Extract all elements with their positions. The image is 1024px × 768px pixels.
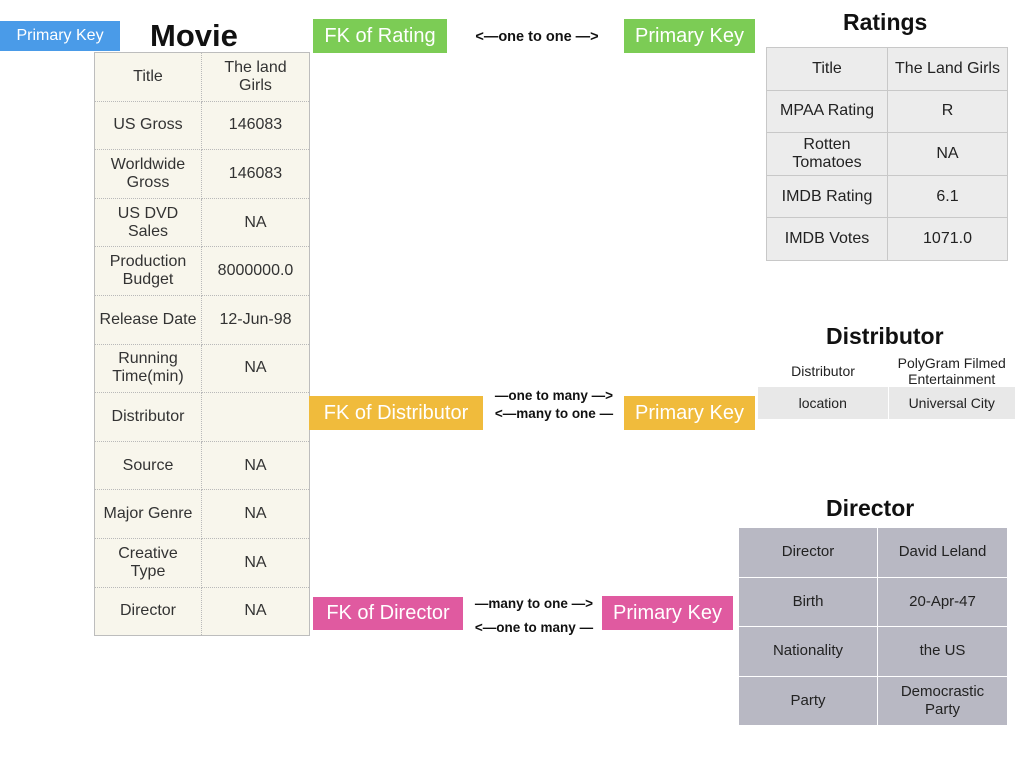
field-label: Distributor — [758, 355, 888, 387]
field-value: The Land Girls — [887, 47, 1008, 91]
field-label: Rotten Tomatoes — [766, 132, 888, 176]
table-row: Director NA — [94, 586, 310, 637]
table-row: Birth 20-Apr-47 — [738, 576, 1008, 628]
table-row: IMDB Votes 1071.0 — [766, 217, 1008, 261]
table-row: Title The Land Girls — [766, 47, 1008, 91]
table-row: MPAA Rating R — [766, 89, 1008, 134]
field-label: Title — [94, 52, 202, 102]
field-value — [201, 392, 310, 442]
distributor-relation-label-1: —one to many —> — [494, 388, 614, 403]
movie-primary-key-tag: Primary Key — [0, 21, 120, 51]
table-row: Director David Leland — [738, 527, 1008, 578]
distributor-heading: Distributor — [826, 323, 944, 349]
field-value: David Leland — [877, 527, 1008, 578]
field-value: 8000000.0 — [201, 246, 310, 296]
field-label: Director — [738, 527, 878, 578]
field-label: MPAA Rating — [766, 89, 888, 134]
table-row: location Universal City — [758, 387, 1016, 419]
director-relation-label-1: —many to one —> — [474, 596, 594, 611]
field-value: NA — [201, 489, 310, 539]
field-label: IMDB Rating — [766, 174, 888, 219]
field-label: Party — [738, 675, 878, 727]
table-row: IMDB Rating 6.1 — [766, 174, 1008, 219]
field-value: 12-Jun-98 — [201, 294, 310, 345]
field-value: the US — [877, 626, 1008, 677]
director-heading: Director — [826, 495, 915, 521]
movie-table: Title The land Girls US Gross 146083 World… — [94, 52, 310, 637]
table-row: Release Date 12-Jun-98 — [94, 294, 310, 345]
field-label: location — [758, 387, 889, 419]
table-row: US Gross 146083 — [94, 100, 310, 151]
table-row: Creative Type NA — [94, 537, 310, 588]
field-label: Birth — [738, 576, 878, 628]
field-value: 146083 — [201, 100, 310, 151]
field-value: R — [887, 89, 1008, 134]
field-value: The land Girls — [201, 52, 310, 102]
rating-relation-label: <—one to one —> — [475, 29, 599, 45]
fk-director-tag: FK of Director — [313, 597, 463, 630]
field-label: US Gross — [94, 100, 202, 151]
distributor-primary-key-tag: Primary Key — [624, 396, 755, 430]
table-row: Party Democrastic Party — [738, 675, 1008, 727]
field-value: 6.1 — [887, 174, 1008, 219]
table-row: Nationality the US — [738, 626, 1008, 677]
director-primary-key-tag: Primary Key — [602, 596, 733, 630]
table-row: Worldwide Gross 146083 — [94, 149, 310, 199]
field-value: 1071.0 — [887, 217, 1008, 261]
field-value: PolyGram Filmed Entertainment — [888, 355, 1016, 387]
field-value: 146083 — [201, 149, 310, 199]
field-label: Production Budget — [94, 246, 202, 296]
ratings-table: Title The Land Girls MPAA Rating R Rotten … — [766, 47, 1008, 261]
table-row: Distributor — [94, 392, 310, 442]
fk-rating-tag: FK of Rating — [313, 19, 447, 53]
rating-primary-key-tag: Primary Key — [624, 19, 755, 53]
field-value: NA — [201, 586, 310, 637]
table-row: Major Genre NA — [94, 489, 310, 539]
distributor-relation-label-2: <—many to one — — [494, 406, 614, 421]
field-label: Running Time(min) — [94, 343, 202, 394]
field-value: NA — [201, 197, 310, 248]
table-row: US DVD Sales NA — [94, 197, 310, 248]
field-value: NA — [201, 440, 310, 491]
field-value: 20-Apr-47 — [877, 576, 1008, 628]
director-table: Director David Leland Birth 20-Apr-47 Nati… — [738, 527, 1008, 727]
field-value: NA — [201, 343, 310, 394]
table-row: Title The land Girls — [94, 52, 310, 102]
field-label: Worldwide Gross — [94, 149, 202, 199]
field-label: Director — [94, 586, 202, 637]
table-row: Rotten Tomatoes NA — [766, 132, 1008, 176]
field-label: US DVD Sales — [94, 197, 202, 248]
table-row: Distributor PolyGram Filmed Entertainment — [758, 355, 1016, 387]
field-label: Release Date — [94, 294, 202, 345]
ratings-heading: Ratings — [843, 9, 928, 35]
field-label: Nationality — [738, 626, 878, 677]
field-label: Major Genre — [94, 489, 202, 539]
field-label: Creative Type — [94, 537, 202, 588]
distributor-table: Distributor PolyGram Filmed Entertainment… — [758, 355, 1016, 419]
field-label: Title — [766, 47, 888, 91]
field-value: Democrastic Party — [877, 675, 1008, 727]
table-row: Running Time(min) NA — [94, 343, 310, 394]
fk-distributor-tag: FK of Distributor — [309, 396, 483, 430]
table-row: Source NA — [94, 440, 310, 491]
field-value: NA — [201, 537, 310, 588]
field-value: Universal City — [888, 387, 1016, 419]
field-label: Distributor — [94, 392, 202, 442]
field-label: IMDB Votes — [766, 217, 888, 261]
table-row: Production Budget 8000000.0 — [94, 246, 310, 296]
director-relation-label-2: <—one to many — — [474, 620, 594, 635]
field-value: NA — [887, 132, 1008, 176]
movie-heading: Movie — [150, 18, 238, 53]
field-label: Source — [94, 440, 202, 491]
